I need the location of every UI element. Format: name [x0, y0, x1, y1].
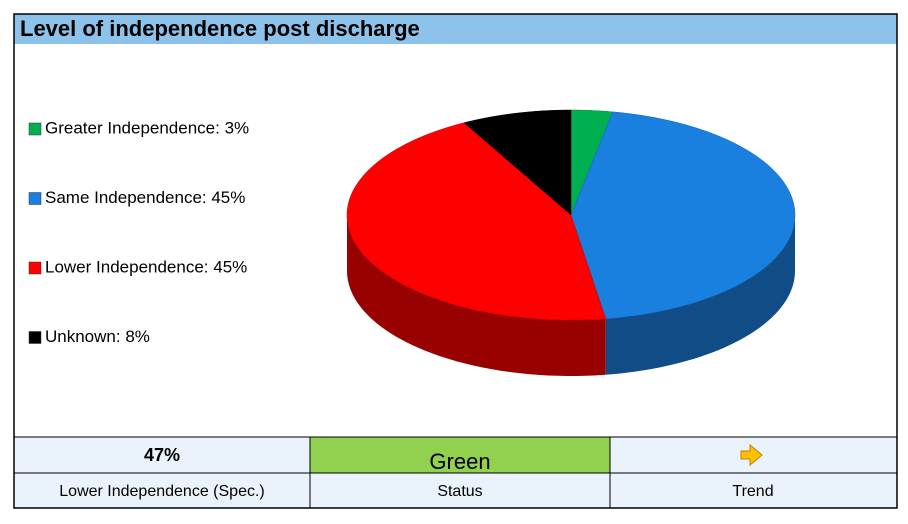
cell	[309, 472, 611, 509]
metric-value: 47%	[144, 445, 180, 465]
cell	[13, 472, 311, 509]
pie-slice	[346, 122, 607, 321]
title-bar	[14, 14, 897, 44]
panel-border	[13, 13, 898, 509]
legend-label: Lower Independence: 45%	[45, 257, 247, 276]
cell	[609, 472, 898, 509]
cell	[309, 436, 611, 474]
status-label: Status	[437, 483, 482, 500]
legend: Greater Independence: 3% Same Independenc…	[28, 118, 249, 346]
chart-title: Level of independence post discharge	[20, 16, 420, 41]
legend-label: Same Independence: 45%	[45, 188, 245, 207]
legend-label: Greater Independence: 3%	[45, 118, 249, 137]
pie-slice	[570, 111, 796, 319]
trend-arrow	[740, 443, 763, 467]
pie-side	[605, 215, 795, 375]
legend-label: Unknown: 8%	[45, 327, 150, 346]
pie	[346, 109, 796, 376]
trend-label: Trend	[732, 483, 773, 500]
pie-side	[347, 215, 606, 376]
metric-label: Lower Independence (Spec.)	[59, 483, 264, 500]
status-value: Green	[429, 449, 490, 474]
legend-swatch	[28, 261, 42, 275]
legend-swatch	[28, 122, 42, 136]
legend-swatch	[28, 331, 42, 344]
pie-slice	[463, 109, 572, 216]
legend-swatch	[28, 192, 42, 205]
